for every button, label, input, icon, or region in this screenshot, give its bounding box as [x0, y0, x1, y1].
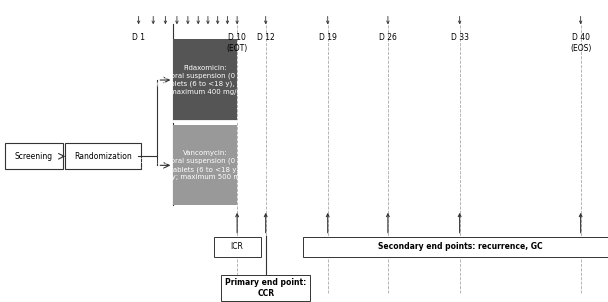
Text: D 12: D 12	[257, 33, 275, 42]
Bar	[173, 39, 237, 121]
Text: D 19: D 19	[319, 33, 337, 42]
Text: D 10
(EOT): D 10 (EOT)	[227, 33, 247, 53]
Text: D 26: D 26	[379, 33, 397, 42]
Text: Screening: Screening	[15, 152, 53, 161]
FancyBboxPatch shape	[303, 237, 608, 257]
FancyBboxPatch shape	[65, 143, 141, 169]
Text: Vancomycin:
10-mg/kg oral suspension (0 to <6 y) or
125-mg tablets (6 to <18 y),: Vancomycin: 10-mg/kg oral suspension (0 …	[135, 150, 275, 181]
Text: D 33: D 33	[451, 33, 469, 42]
FancyBboxPatch shape	[221, 275, 310, 301]
Text: D 1: D 1	[132, 33, 145, 42]
Text: Primary end point:
CCR: Primary end point: CCR	[225, 278, 306, 298]
Bar	[173, 125, 237, 205]
Text: D 40
(EOS): D 40 (EOS)	[570, 33, 592, 53]
Text: ICR: ICR	[230, 243, 244, 251]
FancyBboxPatch shape	[5, 143, 63, 169]
Text: Fidaxomicin:
16-mg/kg oral suspension (0 to <6 y) or
200-mg tablets (6 to <18 y): Fidaxomicin: 16-mg/kg oral suspension (0…	[134, 65, 277, 95]
FancyBboxPatch shape	[214, 237, 260, 257]
Text: Secondary end points: recurrence, GC: Secondary end points: recurrence, GC	[378, 243, 542, 251]
Text: Randomization: Randomization	[74, 152, 132, 161]
